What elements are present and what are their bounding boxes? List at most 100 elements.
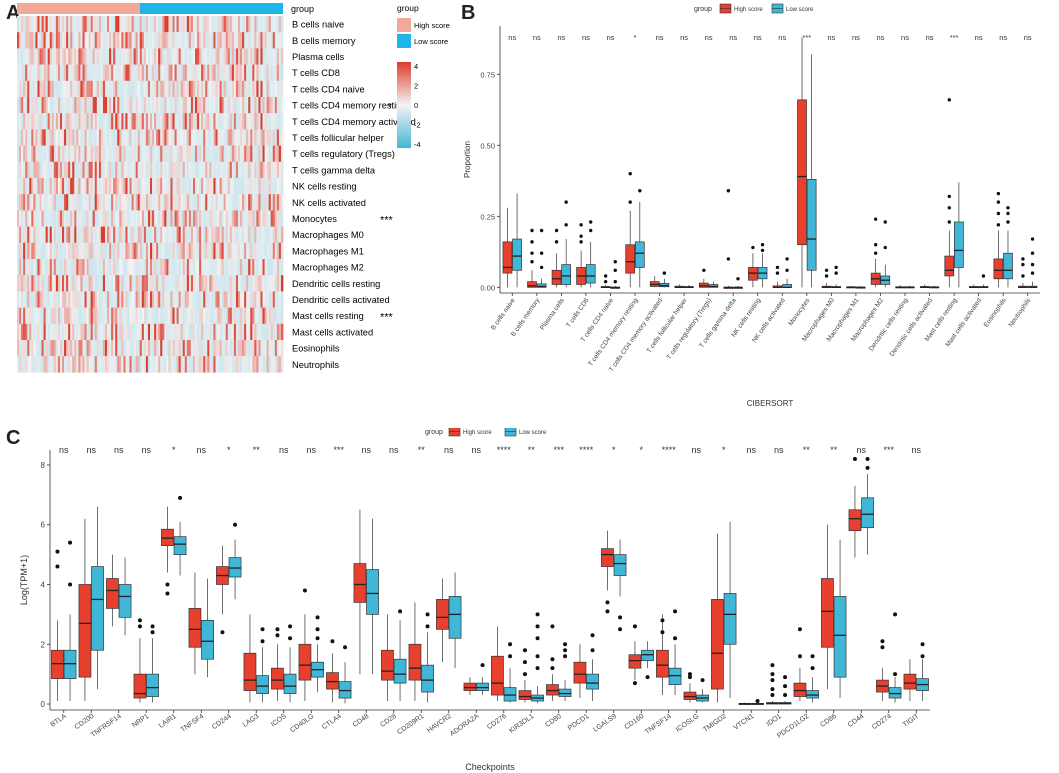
heatmap-cell <box>237 129 241 146</box>
heatmap-cell <box>88 178 92 195</box>
heatmap-cell <box>170 16 173 33</box>
heatmap-cell <box>17 226 20 243</box>
heatmap-cell <box>57 307 61 324</box>
heatmap-cell <box>51 356 55 373</box>
heatmap-cell <box>131 291 135 308</box>
heatmap-cell <box>170 145 173 162</box>
heatmap-cell <box>201 307 204 324</box>
heatmap-cell <box>244 113 247 130</box>
box <box>298 643 312 681</box>
heatmap-cell <box>221 145 225 162</box>
heatmap-cell <box>109 226 112 243</box>
heatmap-cell <box>223 64 227 81</box>
heatmap-cell <box>98 323 102 341</box>
heatmap-cell <box>240 356 243 373</box>
outlier-point <box>535 666 540 671</box>
heatmap-cell <box>225 307 229 324</box>
heatmap-cell <box>237 242 241 260</box>
heatmap-cell <box>254 161 257 179</box>
heatmap-cell <box>219 194 223 211</box>
heatmap-cell <box>82 323 85 341</box>
heatmap-cell <box>154 97 157 114</box>
heatmap-cell <box>88 113 92 130</box>
heatmap-cell <box>53 275 57 292</box>
heatmap-cell <box>160 178 163 195</box>
heatmap-cell <box>223 80 227 98</box>
heatmap-cell <box>117 145 120 162</box>
heatmap-cell <box>107 210 110 227</box>
heatmap-cell <box>127 242 130 260</box>
heatmap-cell <box>244 275 247 292</box>
heatmap-cell <box>252 323 255 341</box>
heatmap-cell <box>221 291 225 308</box>
heatmap-cell <box>137 97 141 114</box>
heatmap-cell <box>270 356 274 373</box>
heatmap-cell <box>154 32 157 49</box>
heatmap-cell <box>156 340 159 357</box>
heatmap-cell <box>195 340 198 357</box>
heatmap-cell <box>104 226 108 243</box>
outlier-point <box>797 654 802 659</box>
heatmap-cell <box>225 113 229 130</box>
heatmap-cell <box>262 161 265 179</box>
heatmap-cell <box>160 356 163 373</box>
heatmap-cell <box>131 178 135 195</box>
heatmap-cell <box>31 356 34 373</box>
heatmap-cell <box>180 48 184 65</box>
heatmap-cell <box>98 48 102 65</box>
heatmap-cell <box>76 16 79 33</box>
heatmap-cell <box>262 32 265 49</box>
significance-label: ns <box>901 33 909 42</box>
box-low-score <box>201 578 214 678</box>
heatmap-cell <box>70 275 73 292</box>
heatmap-cell <box>272 145 276 162</box>
heatmap-cell <box>88 242 92 260</box>
heatmap-cell <box>37 291 40 308</box>
heatmap-cell <box>248 97 251 114</box>
heatmap-cell <box>37 178 40 195</box>
heatmap-cell <box>172 323 175 341</box>
heatmap-cell <box>57 340 61 357</box>
heatmap-cell <box>229 259 233 276</box>
heatmap-cell <box>152 48 155 65</box>
heatmap-cell <box>76 323 79 341</box>
heatmap-cell <box>190 113 194 130</box>
heatmap-cell <box>168 356 171 373</box>
heatmap-cell <box>213 178 216 195</box>
heatmap-cell <box>246 242 249 260</box>
heatmap-cell <box>209 80 212 98</box>
heatmap-cell <box>211 323 214 341</box>
heatmap-cell <box>197 32 200 49</box>
heatmap-cell <box>107 97 110 114</box>
heatmap-cell <box>268 210 272 227</box>
heatmap-cell <box>21 275 24 292</box>
heatmap-cell <box>201 226 204 243</box>
heatmap-cell <box>104 113 108 130</box>
outlier-point <box>1021 262 1025 267</box>
heatmap-cell <box>246 340 249 357</box>
heatmap-cell <box>250 242 253 260</box>
heatmap-cell <box>49 129 53 146</box>
heatmap-cell <box>131 32 135 49</box>
box-low-score <box>641 641 654 680</box>
box <box>503 687 517 702</box>
heatmap-cell <box>145 340 149 357</box>
heatmap-cell <box>244 291 247 308</box>
heatmap-cell <box>102 242 106 260</box>
heatmap-cell <box>135 178 139 195</box>
heatmap-cell <box>162 113 165 130</box>
heatmap-cell <box>203 129 206 146</box>
heatmap-cell <box>51 80 55 98</box>
outlier-point <box>775 271 780 275</box>
heatmap-cell <box>203 194 206 211</box>
heatmap-cell <box>70 178 73 195</box>
heatmap-cell <box>258 97 261 114</box>
heatmap-cell <box>96 323 100 341</box>
heatmap-cell <box>53 80 57 98</box>
heatmap-cell <box>244 145 247 162</box>
heatmap-cell <box>201 340 204 357</box>
heatmap-cell <box>147 356 151 373</box>
heatmap-cell <box>182 64 186 81</box>
outlier-point <box>275 633 280 638</box>
